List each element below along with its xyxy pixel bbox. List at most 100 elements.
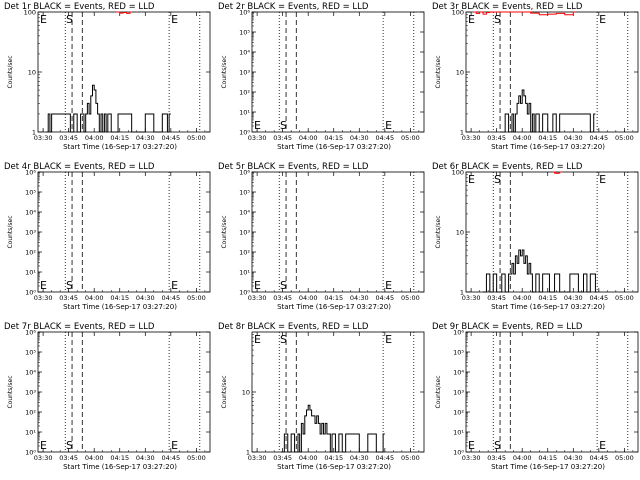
y-tick-label: 10² <box>239 89 250 97</box>
y-tick-label: 1 <box>460 129 464 137</box>
x-tick-label: 04:00 <box>513 134 532 142</box>
panel-det-7: Det 7r BLACK = Events, RED = LLD 03:30 03:… <box>4 322 211 471</box>
marker-s-1: S <box>66 13 73 26</box>
y-tick-label: 10³ <box>239 69 250 77</box>
panel-det-9: Det 9r BLACK = Events, RED = LLD 03:30 03:… <box>432 322 639 471</box>
x-tick-label: 04:00 <box>513 294 532 302</box>
marker-e-2: E <box>599 439 606 452</box>
x-tick-label: 03:30 <box>248 134 267 142</box>
x-tick-label: 03:30 <box>462 134 481 142</box>
y-tick-label: 100 <box>452 9 464 17</box>
y-tick-label: 10¹ <box>25 269 36 277</box>
y-tick-label: 10⁰ <box>25 449 36 457</box>
x-tick-label: 04:45 <box>161 294 180 302</box>
panel-title: Det 1r BLACK = Events, RED = LLD <box>4 2 155 12</box>
panel-title: Det 4r BLACK = Events, RED = LLD <box>4 162 155 172</box>
x-tick-label: 04:45 <box>375 134 394 142</box>
plot-frame <box>465 11 639 133</box>
y-tick-label: 10² <box>239 249 250 257</box>
y-tick-label: 1 <box>460 289 464 297</box>
y-tick-label: 10⁵ <box>25 349 36 357</box>
series-line-1 <box>472 11 575 16</box>
x-tick-label: 04:00 <box>85 294 104 302</box>
x-tick-label: 03:45 <box>273 454 292 462</box>
y-tick-label: 10³ <box>25 389 36 397</box>
plot-frame <box>37 331 211 453</box>
x-tick-label: 03:45 <box>273 294 292 302</box>
x-tick-label: 04:00 <box>299 134 318 142</box>
x-tick-label: 04:45 <box>161 454 180 462</box>
y-tick-label: 10 <box>28 69 36 77</box>
y-tick-label: 10¹ <box>25 429 36 437</box>
y-tick-label: 10¹ <box>239 109 250 117</box>
y-tick-label: 10⁴ <box>25 369 36 377</box>
panel-det-4: Det 4r BLACK = Events, RED = LLD 03:30 03:… <box>4 162 211 311</box>
panel-det-5: Det 5r BLACK = Events, RED = LLD 03:30 03:… <box>218 162 425 311</box>
panel-title: Det 8r BLACK = Events, RED = LLD <box>218 322 369 332</box>
panel-det-3: Det 3r BLACK = Events, RED = LLD 03:30 03:… <box>432 2 639 151</box>
y-axis-label: Counts/sec <box>221 375 228 408</box>
marker-e-2: E <box>171 279 178 292</box>
x-axis-label: Start Time (16-Sep-17 03:27:20) <box>491 143 605 151</box>
y-tick-label: 10⁵ <box>239 189 250 197</box>
x-tick-label: 04:30 <box>350 134 369 142</box>
x-tick-label: 04:45 <box>589 294 608 302</box>
y-tick-label: 10⁰ <box>25 289 36 297</box>
y-tick-label: 10² <box>25 249 36 257</box>
y-axis-label: Counts/sec <box>435 375 442 408</box>
x-tick-label: 05:00 <box>615 134 634 142</box>
series-line-1 <box>552 171 562 174</box>
x-tick-label: 04:15 <box>324 134 343 142</box>
marker-e-0: E <box>40 279 47 292</box>
series-line-1 <box>116 11 132 14</box>
y-axis-label: Counts/sec <box>435 55 442 88</box>
x-tick-label: 03:45 <box>487 294 506 302</box>
x-tick-label: 03:30 <box>462 454 481 462</box>
x-axis-label: Start Time (16-Sep-17 03:27:20) <box>277 463 391 471</box>
marker-e-0: E <box>254 333 261 346</box>
y-tick-label: 10⁵ <box>25 189 36 197</box>
x-tick-label: 04:30 <box>136 134 155 142</box>
plot-frame <box>465 171 639 293</box>
y-tick-label: 10⁴ <box>239 209 250 217</box>
y-axis-label: Counts/sec <box>435 215 442 248</box>
marker-s-1: S <box>494 439 501 452</box>
panel-title: Det 3r BLACK = Events, RED = LLD <box>432 2 583 12</box>
marker-e-2: E <box>385 279 392 292</box>
x-tick-label: 03:45 <box>59 454 78 462</box>
x-tick-label: 03:30 <box>248 454 267 462</box>
panel-title: Det 6r BLACK = Events, RED = LLD <box>432 162 583 172</box>
plot-frame <box>251 171 425 293</box>
y-tick-label: 10⁰ <box>239 129 250 137</box>
x-tick-label: 04:45 <box>589 454 608 462</box>
panel-det-8: Det 8r BLACK = Events, RED = LLD 03:30 03:… <box>218 322 425 471</box>
marker-e-0: E <box>254 119 261 132</box>
x-tick-label: 04:30 <box>564 134 583 142</box>
marker-e-2: E <box>171 13 178 26</box>
x-tick-label: 04:45 <box>375 294 394 302</box>
marker-s-1: S <box>280 333 287 346</box>
x-tick-label: 04:30 <box>350 454 369 462</box>
y-tick-label: 10⁶ <box>25 169 36 177</box>
x-tick-label: 03:30 <box>34 454 53 462</box>
x-tick-label: 03:45 <box>59 134 78 142</box>
y-axis-label: Counts/sec <box>221 55 228 88</box>
y-tick-label: 10¹ <box>453 429 464 437</box>
series-line-0 <box>46 84 171 133</box>
x-tick-label: 04:45 <box>375 454 394 462</box>
y-tick-label: 10⁴ <box>239 49 250 57</box>
panel-det-1: Det 1r BLACK = Events, RED = LLD 03:30 03:… <box>4 2 211 151</box>
x-axis-label: Start Time (16-Sep-17 03:27:20) <box>277 143 391 151</box>
x-tick-label: 05:00 <box>187 134 206 142</box>
marker-s-1: S <box>280 279 287 292</box>
panel-det-2: Det 2r BLACK = Events, RED = LLD 03:30 03:… <box>218 2 425 151</box>
x-tick-label: 04:45 <box>161 134 180 142</box>
x-tick-label: 03:30 <box>34 134 53 142</box>
y-tick-label: 100 <box>452 169 464 177</box>
y-tick-label: 10⁰ <box>239 289 250 297</box>
y-tick-label: 10 <box>456 229 464 237</box>
x-tick-label: 04:00 <box>513 454 532 462</box>
marker-e-2: E <box>385 333 392 346</box>
panel-title: Det 5r BLACK = Events, RED = LLD <box>218 162 369 172</box>
x-tick-label: 05:00 <box>615 294 634 302</box>
